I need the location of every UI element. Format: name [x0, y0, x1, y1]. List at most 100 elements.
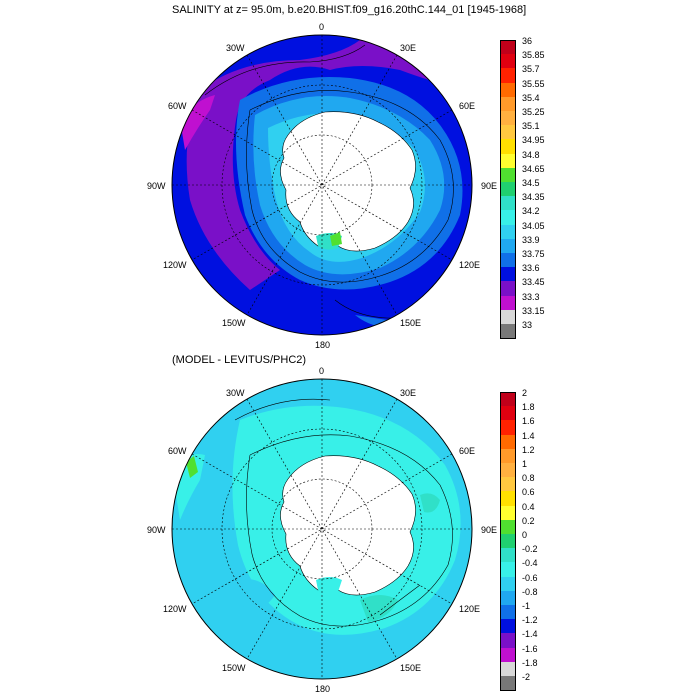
panel-2-title: (MODEL - LEVITUS/PHC2) — [172, 354, 307, 366]
panel-2-map-border — [171, 378, 473, 680]
colorbar-swatch — [500, 40, 516, 55]
colorbar-label: 33.9 — [522, 234, 540, 245]
colorbar-swatch — [500, 619, 516, 634]
colorbar-label: -1 — [522, 601, 531, 611]
colorbar-label: -0.2 — [522, 544, 538, 555]
p1-lon-60e: 60E — [459, 101, 476, 111]
colorbar-swatch — [500, 167, 516, 183]
colorbar-swatch — [500, 661, 516, 677]
panel-1-map-border — [171, 34, 473, 336]
colorbar-label: 33.75 — [522, 249, 545, 259]
colorbar-label: 2 — [522, 388, 528, 398]
colorbar-swatch — [500, 125, 516, 140]
colorbar-label: 33.45 — [522, 277, 545, 288]
colorbar-swatch — [500, 477, 516, 492]
colorbar-label: 34.05 — [522, 220, 545, 231]
p1-lon-60w: 60W — [168, 101, 187, 111]
colorbar-label: 34.65 — [522, 163, 545, 174]
p2-lon-90e: 90E — [481, 525, 498, 535]
colorbar-swatch — [500, 295, 516, 311]
p1-lon-30e: 30E — [400, 43, 417, 53]
colorbar-label: 33.15 — [522, 305, 545, 316]
colorbar-label: 1.6 — [522, 416, 535, 427]
colorbar-label: -0.8 — [522, 586, 538, 597]
colorbar-label: 34.8 — [522, 149, 540, 160]
colorbar-swatch — [500, 182, 516, 197]
colorbar-label: 34.5 — [522, 178, 540, 188]
p1-lon-120e: 120E — [459, 260, 481, 270]
colorbar-swatch — [500, 434, 516, 450]
p1-lon-90e: 90E — [481, 181, 498, 191]
colorbar-swatch — [500, 111, 516, 126]
colorbar-swatch — [500, 82, 516, 98]
colorbar-label: 34.2 — [522, 206, 540, 217]
colorbar-label: -0.6 — [522, 572, 538, 583]
colorbar-label: -1.6 — [522, 643, 538, 654]
colorbar-swatch — [500, 196, 516, 211]
p2-lon-150e: 150E — [400, 663, 422, 673]
colorbar-label: 0.4 — [522, 501, 535, 512]
colorbar-label: 1.4 — [522, 430, 535, 441]
colorbar-swatch — [500, 590, 516, 606]
colorbar-swatch — [500, 54, 516, 69]
colorbar-label: 35.7 — [522, 64, 540, 75]
colorbar-label: 1 — [522, 459, 528, 469]
p2-lon-120w: 120W — [163, 604, 187, 614]
colorbar-swatch — [500, 238, 516, 254]
colorbar-swatch — [500, 392, 516, 407]
p2-lon-60w: 60W — [168, 446, 187, 456]
panel-1-title: SALINITY at z= 95.0m, b.e20.BHIST.f09_g1… — [172, 4, 527, 16]
colorbar-swatch — [500, 139, 516, 155]
colorbar-label: 35.4 — [522, 92, 540, 103]
colorbar-swatch — [500, 548, 516, 563]
p2-lon-0: 0 — [319, 366, 325, 376]
colorbar-swatch — [500, 281, 516, 297]
p2-lon-150w: 150W — [222, 663, 246, 673]
colorbar-swatch — [500, 534, 516, 549]
colorbar-label: -1.2 — [522, 615, 538, 626]
colorbar-swatch — [500, 676, 516, 691]
p1-lon-180: 180 — [315, 340, 331, 350]
panel-1-graticule — [172, 35, 472, 335]
colorbar-label: 34.95 — [522, 135, 545, 146]
colorbar-swatch — [500, 420, 516, 436]
colorbar-swatch — [500, 576, 516, 592]
colorbar-label: 0 — [522, 530, 528, 540]
p1-lon-90w: 90W — [147, 181, 166, 191]
p1-lon-150e: 150E — [400, 318, 422, 328]
colorbar-label: 33 — [522, 320, 533, 330]
p1-lon-30w: 30W — [226, 43, 245, 53]
colorbar-label: -1.8 — [522, 657, 538, 668]
colorbar-label: 33.6 — [522, 263, 540, 274]
colorbar-swatch — [500, 253, 516, 268]
p2-lon-30w: 30W — [226, 388, 245, 398]
colorbar-swatch — [500, 647, 516, 663]
colorbar-swatch — [500, 224, 516, 240]
p1-lon-150w: 150W — [222, 318, 246, 328]
colorbar-label: 1.2 — [522, 444, 535, 455]
colorbar-label: 1.8 — [522, 402, 535, 413]
colorbar-swatch — [500, 562, 516, 578]
colorbar-swatch — [500, 68, 516, 84]
colorbar-label: 35.85 — [522, 50, 545, 61]
p2-lon-120e: 120E — [459, 604, 481, 614]
p2-lon-90w: 90W — [147, 525, 166, 535]
colorbar-swatch — [500, 210, 516, 226]
colorbar-swatch — [500, 309, 516, 325]
colorbar-label: 0.6 — [522, 487, 535, 498]
colorbar-label: -0.4 — [522, 558, 538, 569]
colorbar-label: 35.25 — [522, 107, 545, 117]
colorbar-swatch — [500, 406, 516, 421]
panel-2-graticule — [172, 379, 472, 679]
colorbar-swatch — [500, 324, 516, 339]
colorbar-label: 33.3 — [522, 291, 540, 302]
p1-lon-120w: 120W — [163, 260, 187, 270]
p1-lon-0: 0 — [319, 22, 325, 32]
colorbar-swatch — [500, 519, 516, 535]
colorbar-swatch — [500, 633, 516, 649]
colorbar-label: 35.55 — [522, 78, 545, 89]
colorbar-swatch — [500, 153, 516, 169]
colorbar-label: 0.2 — [522, 515, 535, 526]
colorbar-label: 0.8 — [522, 473, 535, 484]
